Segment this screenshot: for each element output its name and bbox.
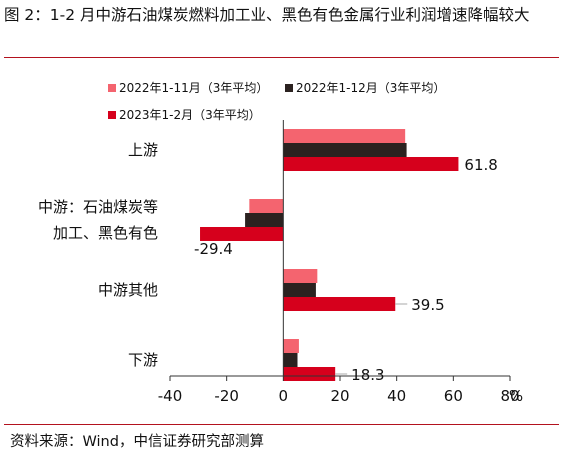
x-tick-label: 0 xyxy=(279,387,289,405)
data-label: -29.4 xyxy=(194,240,233,258)
legend-swatch xyxy=(285,84,293,92)
category-label: 下游 xyxy=(128,351,158,369)
x-tick-label: 40 xyxy=(387,387,406,405)
bar xyxy=(283,157,459,171)
unit-label: % xyxy=(509,387,523,405)
title-divider xyxy=(4,57,559,58)
x-tick-label: 80 xyxy=(500,387,519,405)
bar xyxy=(200,227,284,241)
category-label: 加工、黑色有色 xyxy=(53,224,158,242)
source-note: 资料来源：Wind，中信证券研究部测算 xyxy=(10,434,264,450)
x-tick-label: 60 xyxy=(444,387,463,405)
bar xyxy=(283,269,318,283)
legend-swatch xyxy=(108,111,116,119)
bar xyxy=(283,339,299,353)
x-tick-label: -20 xyxy=(214,387,239,405)
bar xyxy=(283,283,316,297)
bar xyxy=(283,129,406,143)
category-label: 上游 xyxy=(128,141,158,159)
figure-title: 图 2：1-2 月中游石油煤炭燃料加工业、黑色有色金属行业利润增速降幅较大 xyxy=(4,6,530,24)
legend-label: 2022年1-12月（3年平均） xyxy=(296,81,445,95)
bar xyxy=(283,143,407,157)
x-axis: -40 -20 0 20 40 60 80% xyxy=(158,120,523,405)
bar xyxy=(249,199,284,213)
bar xyxy=(245,213,284,227)
bar-chart: 2022年1-11月（3年平均） 2022年1-12月（3年平均） 2023年1-2… xyxy=(38,81,523,405)
legend: 2022年1-11月（3年平均） 2022年1-12月（3年平均） 2023年1-2… xyxy=(108,81,445,122)
x-tick-label: -40 xyxy=(158,387,183,405)
data-label: 39.5 xyxy=(411,296,444,314)
bars xyxy=(200,129,459,381)
bar xyxy=(283,353,298,367)
category-label: 中游：石油煤炭等 xyxy=(38,198,158,216)
source-divider xyxy=(4,424,559,425)
data-label: 18.3 xyxy=(351,366,384,384)
bar xyxy=(283,367,336,381)
legend-label: 2023年1-2月（3年平均） xyxy=(119,108,261,122)
data-label: 61.8 xyxy=(464,156,497,174)
bar xyxy=(283,297,396,311)
legend-swatch xyxy=(108,84,116,92)
legend-label: 2022年1-11月（3年平均） xyxy=(119,81,268,95)
category-label: 中游其他 xyxy=(98,281,158,299)
x-tick-label: 20 xyxy=(330,387,349,405)
data-labels: 61.8 -29.4 39.5 18.3 xyxy=(194,156,498,384)
